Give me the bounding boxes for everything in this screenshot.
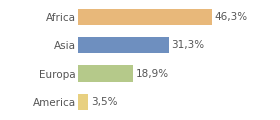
Bar xyxy=(78,37,169,53)
Bar xyxy=(78,94,88,110)
Text: 3,5%: 3,5% xyxy=(91,97,118,107)
Bar xyxy=(78,65,133,82)
Bar xyxy=(78,9,212,25)
Text: 31,3%: 31,3% xyxy=(171,40,205,50)
Text: 18,9%: 18,9% xyxy=(136,69,169,79)
Text: 46,3%: 46,3% xyxy=(215,12,248,22)
